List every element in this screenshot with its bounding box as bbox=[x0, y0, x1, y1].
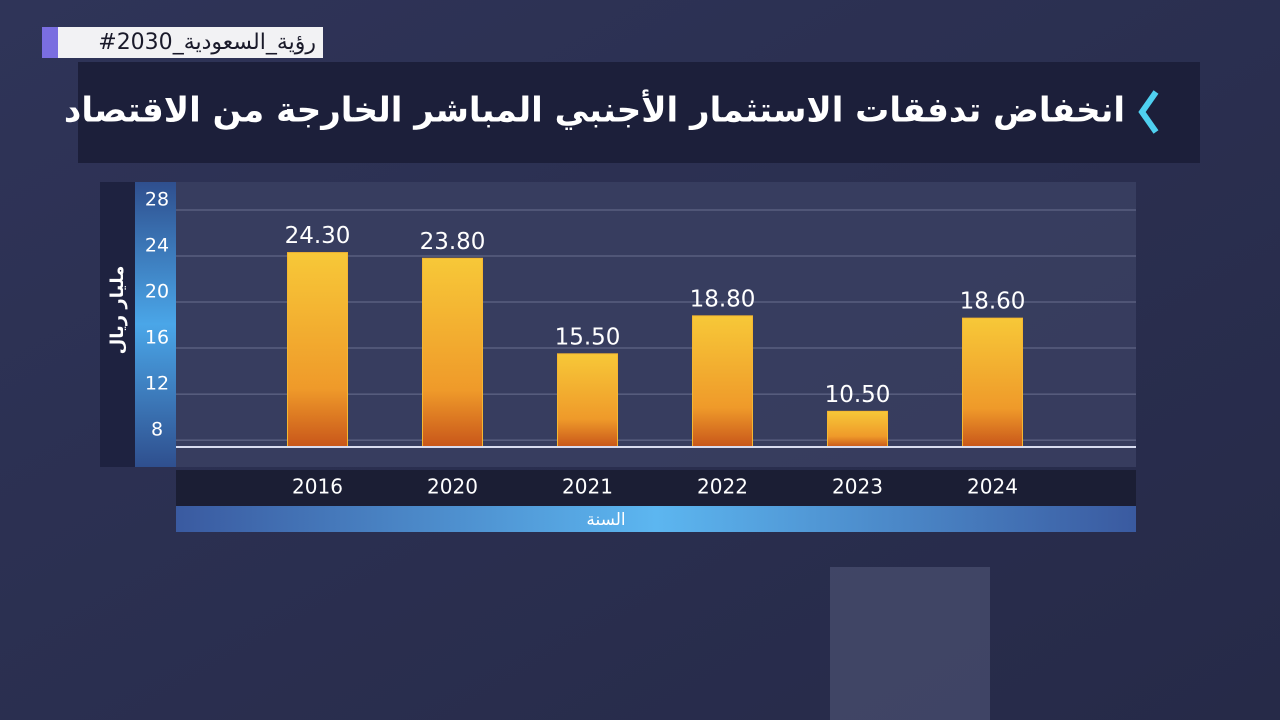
bar bbox=[827, 410, 888, 448]
value-label: 23.80 bbox=[420, 229, 486, 255]
decor bbox=[830, 567, 990, 720]
x-tick-label: 2020 bbox=[427, 475, 478, 499]
y-tick-label: 8 bbox=[151, 419, 163, 441]
value-label: 18.60 bbox=[960, 289, 1026, 315]
chart-title: انخفاض تدفقات الاستثمار الأجنبي المباشر … bbox=[64, 89, 1125, 131]
y-tick-label: 20 bbox=[145, 281, 169, 303]
chevron bbox=[1138, 90, 1159, 134]
value-label: 10.50 bbox=[825, 382, 891, 408]
x-tick-label: 2016 bbox=[292, 475, 343, 499]
y-tick-label: 16 bbox=[145, 327, 169, 349]
x-tick-label: 2024 bbox=[967, 475, 1018, 499]
y-label-panel bbox=[100, 182, 135, 467]
y-tick-label: 28 bbox=[145, 189, 169, 211]
x-tick-label: 2022 bbox=[697, 475, 748, 499]
value-label: 24.30 bbox=[285, 223, 351, 249]
y-axis-panel bbox=[135, 182, 176, 467]
x-axis-label: السنة bbox=[586, 510, 625, 530]
bar bbox=[962, 317, 1023, 448]
bar bbox=[557, 353, 618, 448]
bar bbox=[422, 257, 483, 448]
x-tick-label: 2021 bbox=[562, 475, 613, 499]
hashtag-box bbox=[42, 27, 323, 58]
title-band bbox=[78, 62, 1200, 163]
bar bbox=[287, 252, 348, 448]
hashtag-accent bbox=[42, 27, 58, 58]
value-label: 18.80 bbox=[690, 286, 756, 312]
value-label: 15.50 bbox=[555, 324, 621, 350]
x-label-panel bbox=[176, 506, 1136, 532]
y-axis-label: مليار ريال bbox=[107, 266, 128, 355]
x-tick-label: 2023 bbox=[832, 475, 883, 499]
bar bbox=[692, 315, 753, 448]
y-tick-label: 12 bbox=[145, 373, 169, 395]
hashtag: #رؤية_السعودية_2030 bbox=[98, 30, 316, 55]
x-axis-panel bbox=[176, 470, 1136, 506]
y-tick-label: 24 bbox=[145, 235, 169, 257]
